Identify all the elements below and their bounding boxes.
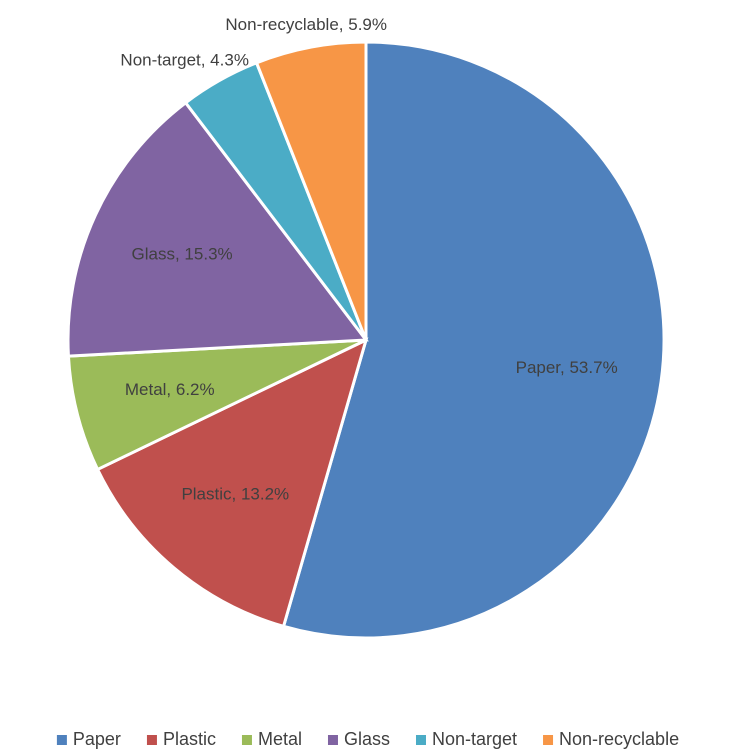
pie-slice [66, 338, 367, 472]
legend-swatch [543, 735, 554, 745]
legend-label: Metal [258, 729, 302, 749]
legend-label: Paper [73, 729, 121, 749]
pie-slice [66, 100, 369, 358]
data-label: Paper, 53.7% [516, 358, 618, 377]
legend-label: Plastic [163, 729, 216, 749]
legend-swatch [241, 735, 252, 745]
data-label: Non-recyclable, 5.9% [225, 15, 387, 34]
data-label: Non-target, 4.3% [120, 51, 249, 70]
data-label: Glass, 15.3% [132, 244, 233, 263]
pie-slice [281, 40, 666, 640]
legend-swatch [56, 735, 67, 745]
legend-label: Non-recyclable [559, 729, 679, 749]
pie-slice [95, 337, 369, 629]
pie-slice [254, 40, 368, 341]
legend-label: Glass [344, 729, 390, 749]
legend-swatch [146, 735, 157, 745]
legend-label: Non-target [432, 729, 517, 749]
legend-swatch [415, 735, 426, 745]
data-label: Metal, 6.2% [125, 380, 215, 399]
legend-swatch [327, 735, 338, 745]
data-label: Plastic, 13.2% [181, 484, 289, 503]
